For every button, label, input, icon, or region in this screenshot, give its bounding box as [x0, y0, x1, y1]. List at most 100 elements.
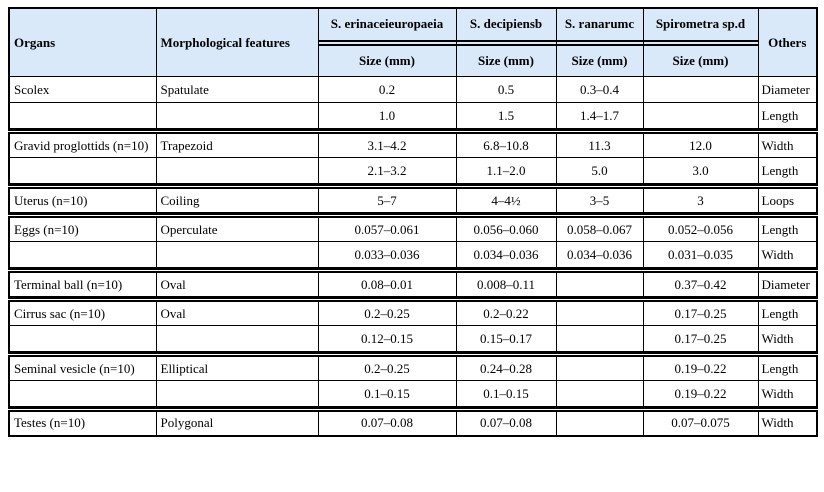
feature-cell: Spatulate	[155, 76, 319, 103]
value-cell-species-2: 0.1–0.15	[455, 380, 557, 407]
table-row: 0.033–0.036 0.034–0.036 0.034–0.036 0.031–0…	[8, 241, 818, 268]
value-cell-species-4: 0.07–0.075	[642, 409, 759, 436]
value-cell-species-3: 1.4–1.7	[555, 102, 644, 129]
other-cell: Length	[757, 299, 818, 326]
other-cell: Length	[757, 157, 818, 184]
value-cell-species-3	[555, 380, 644, 407]
value-cell-species-4: 3	[642, 186, 759, 213]
value-cell-species-3	[555, 325, 644, 352]
value-cell-species-2: 0.15–0.17	[455, 325, 557, 352]
table-body: Scolex Spatulate 0.2 0.5 0.3–0.4 Diameter 1.…	[8, 76, 818, 436]
header-double-rule	[644, 39, 757, 46]
value-cell-species-1: 1.0	[317, 102, 457, 129]
value-cell-species-4: 0.17–0.25	[642, 299, 759, 326]
table-row: Terminal ball (n=10) Oval 0.08–0.01 0.008–0…	[8, 270, 818, 297]
value-cell-species-3	[555, 354, 644, 381]
other-cell: Length	[757, 354, 818, 381]
header-double-rule	[557, 39, 642, 46]
other-cell: Diameter	[757, 270, 818, 297]
species-name: S. erinaceieuropaeia	[330, 16, 444, 32]
other-cell: Width	[757, 380, 818, 407]
value-cell-species-1: 3.1–4.2	[317, 131, 457, 158]
feature-cell	[155, 157, 319, 184]
organ-cell	[8, 325, 157, 352]
size-unit-label: Size (mm)	[359, 52, 415, 68]
value-cell-species-3: 0.058–0.067	[555, 215, 644, 242]
value-cell-species-3	[555, 409, 644, 436]
table-row: Cirrus sac (n=10) Oval 0.2–0.25 0.2–0.22 0.…	[8, 299, 818, 326]
col-header-species-1: S. erinaceieuropaeia Size (mm)	[317, 7, 457, 77]
value-cell-species-3	[555, 270, 644, 297]
value-cell-species-1: 0.2–0.25	[317, 299, 457, 326]
organ-cell	[8, 380, 157, 407]
value-cell-species-3: 11.3	[555, 131, 644, 158]
value-cell-species-4	[642, 102, 759, 129]
value-cell-species-1: 0.08–0.01	[317, 270, 457, 297]
organ-cell	[8, 102, 157, 129]
value-cell-species-4: 0.052–0.056	[642, 215, 759, 242]
value-cell-species-3: 3–5	[555, 186, 644, 213]
species-header-wrap: Spirometra sp.d Size (mm)	[644, 9, 757, 76]
table-row: Gravid proglottids (n=10) Trapezoid 3.1–4.…	[8, 131, 818, 158]
value-cell-species-4: 12.0	[642, 131, 759, 158]
size-unit-label: Size (mm)	[478, 52, 534, 68]
table-row: Testes (n=10) Polygonal 0.07–0.08 0.07–0.08…	[8, 409, 818, 436]
value-cell-species-4: 0.37–0.42	[642, 270, 759, 297]
feature-cell: Coiling	[155, 186, 319, 213]
other-cell: Width	[757, 131, 818, 158]
value-cell-species-1: 5–7	[317, 186, 457, 213]
size-unit-label: Size (mm)	[571, 52, 628, 68]
organ-cell: Cirrus sac (n=10)	[8, 299, 157, 326]
table-row: Scolex Spatulate 0.2 0.5 0.3–0.4 Diameter	[8, 76, 818, 103]
organ-cell: Scolex	[8, 76, 157, 103]
value-cell-species-2: 0.5	[455, 76, 557, 103]
feature-cell: Oval	[155, 270, 319, 297]
value-cell-species-4: 0.031–0.035	[642, 241, 759, 268]
morphology-table: Organs Morphological features S. erinace…	[8, 7, 818, 437]
other-cell: Diameter	[757, 76, 818, 103]
organ-cell: Seminal vesicle (n=10)	[8, 354, 157, 381]
col-header-species-4: Spirometra sp.d Size (mm)	[642, 7, 759, 77]
value-cell-species-1: 0.07–0.08	[317, 409, 457, 436]
value-cell-species-1: 0.2	[317, 76, 457, 103]
value-cell-species-2: 0.24–0.28	[455, 354, 557, 381]
header-double-rule	[319, 39, 455, 46]
species-name: Spirometra sp.d	[655, 16, 746, 32]
feature-cell: Elliptical	[155, 354, 319, 381]
col-header-others: Others	[757, 7, 818, 77]
species-header-wrap: S. decipiensb Size (mm)	[457, 9, 555, 76]
table-row: Eggs (n=10) Operculate 0.057–0.061 0.056–0.…	[8, 215, 818, 242]
value-cell-species-4: 0.19–0.22	[642, 354, 759, 381]
value-cell-species-2: 0.07–0.08	[455, 409, 557, 436]
table-row: 2.1–3.2 1.1–2.0 5.0 3.0 Length	[8, 157, 818, 184]
feature-cell	[155, 380, 319, 407]
value-cell-species-4: 3.0	[642, 157, 759, 184]
header-double-rule	[457, 39, 555, 46]
feature-cell	[155, 102, 319, 129]
organ-cell: Eggs (n=10)	[8, 215, 157, 242]
col-header-species-2: S. decipiensb Size (mm)	[455, 7, 557, 77]
value-cell-species-1: 0.057–0.061	[317, 215, 457, 242]
organ-cell: Gravid proglottids (n=10)	[8, 131, 157, 158]
value-cell-species-3: 0.3–0.4	[555, 76, 644, 103]
organ-cell	[8, 157, 157, 184]
value-cell-species-2: 0.056–0.060	[455, 215, 557, 242]
feature-cell: Trapezoid	[155, 131, 319, 158]
feature-cell: Operculate	[155, 215, 319, 242]
other-cell: Width	[757, 325, 818, 352]
value-cell-species-2: 0.034–0.036	[455, 241, 557, 268]
value-cell-species-3: 0.034–0.036	[555, 241, 644, 268]
other-cell: Loops	[757, 186, 818, 213]
table-row: 0.1–0.15 0.1–0.15 0.19–0.22 Width	[8, 380, 818, 407]
table-row: Seminal vesicle (n=10) Elliptical 0.2–0.25…	[8, 354, 818, 381]
species-header-wrap: S. ranarumc Size (mm)	[557, 9, 642, 76]
value-cell-species-4	[642, 76, 759, 103]
table-row: Uterus (n=10) Coiling 5–7 4–4½ 3–5 3 Loops	[8, 186, 818, 213]
other-cell: Length	[757, 215, 818, 242]
value-cell-species-3: 5.0	[555, 157, 644, 184]
header-row: Organs Morphological features S. erinace…	[8, 7, 818, 77]
other-cell: Width	[757, 241, 818, 268]
other-cell: Length	[757, 102, 818, 129]
feature-cell: Polygonal	[155, 409, 319, 436]
